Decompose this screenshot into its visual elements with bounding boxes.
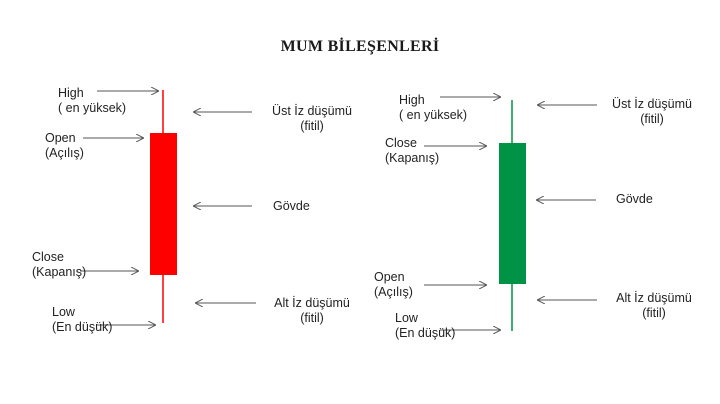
label-high-right-sub: ( en yüksek)	[399, 108, 468, 122]
label-body-left: Gövde	[273, 199, 310, 213]
label-low-right-sub: (En düşük)	[395, 326, 456, 340]
label-low-left-sub: (En düşük)	[52, 320, 113, 334]
label-lower-wick-right-sub: (fitil)	[642, 306, 666, 320]
label-lower-wick-left: Alt İz düşümü (fitil)	[257, 296, 367, 326]
label-high-left: High ( en yüksek)	[58, 86, 126, 116]
label-open-left-title: Open	[45, 131, 76, 145]
label-upper-wick-right-sub: (fitil)	[640, 112, 664, 126]
label-close-left-title: Close	[32, 250, 64, 264]
label-low-left-title: Low	[52, 305, 75, 319]
label-open-right: Open (Açılış)	[374, 270, 413, 300]
label-lower-wick-right: Alt İz düşümü (fitil)	[599, 291, 709, 321]
label-upper-wick-right-title: Üst İz düşümü	[612, 97, 692, 111]
label-upper-wick-left-sub: (fitil)	[300, 119, 324, 133]
label-open-left: Open (Açılış)	[45, 131, 84, 161]
bullish-body	[499, 143, 526, 284]
label-open-right-sub: (Açılış)	[374, 285, 413, 299]
label-close-left-sub: (Kapanış)	[32, 265, 87, 279]
label-body-right: Gövde	[616, 192, 653, 206]
label-lower-wick-left-sub: (fitil)	[300, 311, 324, 325]
bearish-body	[150, 133, 177, 275]
label-upper-wick-left: Üst İz düşümü (fitil)	[252, 104, 372, 134]
label-upper-wick-left-title: Üst İz düşümü	[272, 104, 352, 118]
label-close-right-sub: (Kapanış)	[385, 151, 440, 165]
label-close-right-title: Close	[385, 136, 417, 150]
label-low-right: Low (En düşük)	[395, 311, 455, 341]
label-high-right: High ( en yüksek)	[399, 93, 467, 123]
label-close-left: Close (Kapanış)	[32, 250, 86, 280]
label-close-right: Close (Kapanış)	[385, 136, 439, 166]
label-lower-wick-left-title: Alt İz düşümü	[274, 296, 350, 310]
label-open-right-title: Open	[374, 270, 405, 284]
label-open-left-sub: (Açılış)	[45, 146, 84, 160]
label-low-right-title: Low	[395, 311, 418, 325]
label-high-right-title: High	[399, 93, 425, 107]
label-upper-wick-right: Üst İz düşümü (fitil)	[597, 97, 707, 127]
label-low-left: Low (En düşük)	[52, 305, 112, 335]
label-lower-wick-right-title: Alt İz düşümü	[616, 291, 692, 305]
label-high-left-title: High	[58, 86, 84, 100]
label-high-left-sub: ( en yüksek)	[58, 101, 127, 115]
diagram-title: MUM BİLEŞENLERİ	[280, 38, 440, 55]
